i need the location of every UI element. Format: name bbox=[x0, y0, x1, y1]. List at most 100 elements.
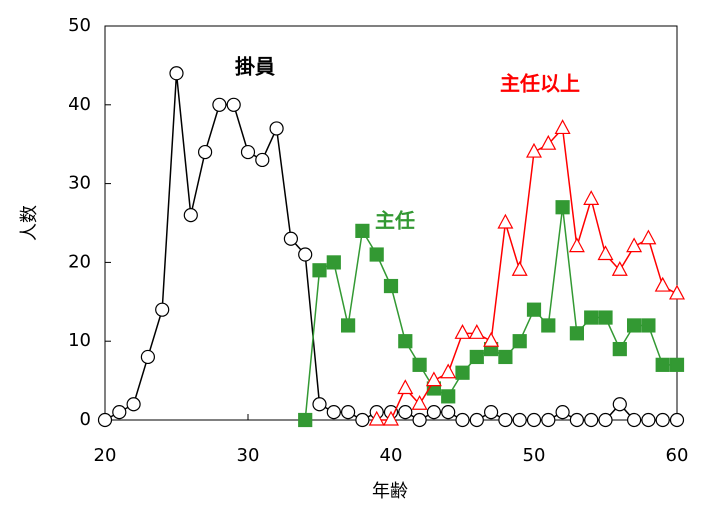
point bbox=[669, 412, 685, 428]
point bbox=[568, 237, 585, 253]
point bbox=[326, 405, 341, 420]
point bbox=[454, 324, 471, 339]
point bbox=[97, 412, 113, 428]
point bbox=[626, 237, 643, 253]
point bbox=[541, 412, 556, 428]
x-tick-label: 40 bbox=[380, 445, 403, 466]
point bbox=[382, 410, 400, 426]
point bbox=[598, 412, 613, 428]
series-line bbox=[104, 73, 677, 421]
point bbox=[140, 349, 155, 365]
y-tick-label: 50 bbox=[68, 15, 91, 36]
x-tick-label: 50 bbox=[523, 445, 546, 466]
point bbox=[426, 405, 441, 420]
point bbox=[641, 318, 656, 333]
point bbox=[526, 412, 542, 428]
point bbox=[126, 397, 141, 412]
point bbox=[183, 208, 198, 223]
series-line bbox=[376, 126, 678, 421]
point bbox=[425, 371, 442, 387]
point bbox=[483, 331, 500, 347]
point bbox=[283, 231, 298, 246]
point bbox=[341, 318, 356, 333]
point bbox=[541, 318, 556, 333]
point bbox=[584, 310, 599, 325]
point bbox=[411, 394, 428, 410]
point bbox=[412, 357, 427, 372]
point bbox=[569, 326, 585, 341]
y-tick-label: 0 bbox=[80, 409, 91, 430]
point bbox=[455, 412, 470, 428]
point bbox=[198, 144, 213, 160]
point bbox=[512, 412, 527, 428]
x-tick-label: 60 bbox=[666, 445, 689, 466]
point bbox=[598, 310, 613, 325]
point bbox=[584, 412, 599, 428]
point bbox=[484, 405, 499, 420]
point bbox=[612, 341, 627, 357]
y-tick-label: 30 bbox=[68, 173, 91, 194]
point bbox=[155, 302, 170, 317]
point bbox=[326, 255, 341, 270]
point bbox=[555, 405, 570, 420]
point bbox=[398, 405, 413, 420]
point bbox=[626, 318, 642, 333]
point bbox=[298, 412, 313, 428]
point bbox=[412, 412, 427, 428]
y-tick-label: 40 bbox=[68, 94, 91, 115]
point bbox=[597, 245, 614, 261]
point bbox=[526, 302, 542, 317]
point bbox=[212, 97, 227, 112]
point bbox=[512, 334, 527, 349]
point bbox=[498, 349, 513, 365]
point bbox=[226, 97, 241, 112]
point bbox=[469, 349, 484, 365]
point bbox=[511, 261, 528, 276]
point bbox=[240, 144, 256, 160]
point bbox=[169, 66, 184, 81]
point bbox=[668, 284, 686, 300]
point bbox=[341, 405, 356, 420]
point bbox=[641, 412, 656, 428]
point bbox=[655, 412, 670, 428]
point bbox=[368, 410, 385, 426]
point bbox=[369, 247, 384, 262]
point bbox=[655, 357, 670, 372]
point bbox=[669, 357, 685, 372]
point bbox=[540, 134, 557, 150]
x-tick-label: 30 bbox=[237, 445, 260, 466]
y-tick-label: 10 bbox=[68, 330, 91, 351]
point bbox=[555, 200, 570, 215]
point bbox=[654, 276, 671, 292]
annotation: 主任以上 bbox=[500, 72, 580, 96]
point bbox=[440, 363, 457, 379]
x-tick-label: 20 bbox=[94, 445, 117, 466]
y-axis-label: 人数 bbox=[19, 205, 40, 241]
point bbox=[355, 412, 370, 428]
point bbox=[112, 405, 127, 420]
point bbox=[626, 412, 642, 428]
point bbox=[525, 142, 543, 158]
series-line bbox=[304, 207, 677, 421]
point bbox=[312, 263, 327, 278]
point bbox=[312, 397, 327, 412]
point bbox=[383, 278, 399, 294]
point bbox=[398, 334, 413, 349]
point bbox=[397, 379, 414, 395]
point bbox=[612, 397, 627, 412]
point bbox=[355, 223, 370, 238]
point bbox=[269, 121, 284, 136]
point bbox=[583, 190, 600, 205]
x-axis-label: 年齢 bbox=[372, 481, 408, 502]
annotation: 掛員 bbox=[235, 55, 275, 79]
point bbox=[441, 405, 456, 420]
point bbox=[569, 412, 585, 428]
point bbox=[298, 247, 313, 262]
point bbox=[468, 324, 485, 339]
y-tick-label: 20 bbox=[68, 251, 91, 272]
point bbox=[455, 365, 470, 380]
point bbox=[255, 152, 270, 168]
point bbox=[469, 412, 484, 428]
point bbox=[640, 229, 657, 245]
